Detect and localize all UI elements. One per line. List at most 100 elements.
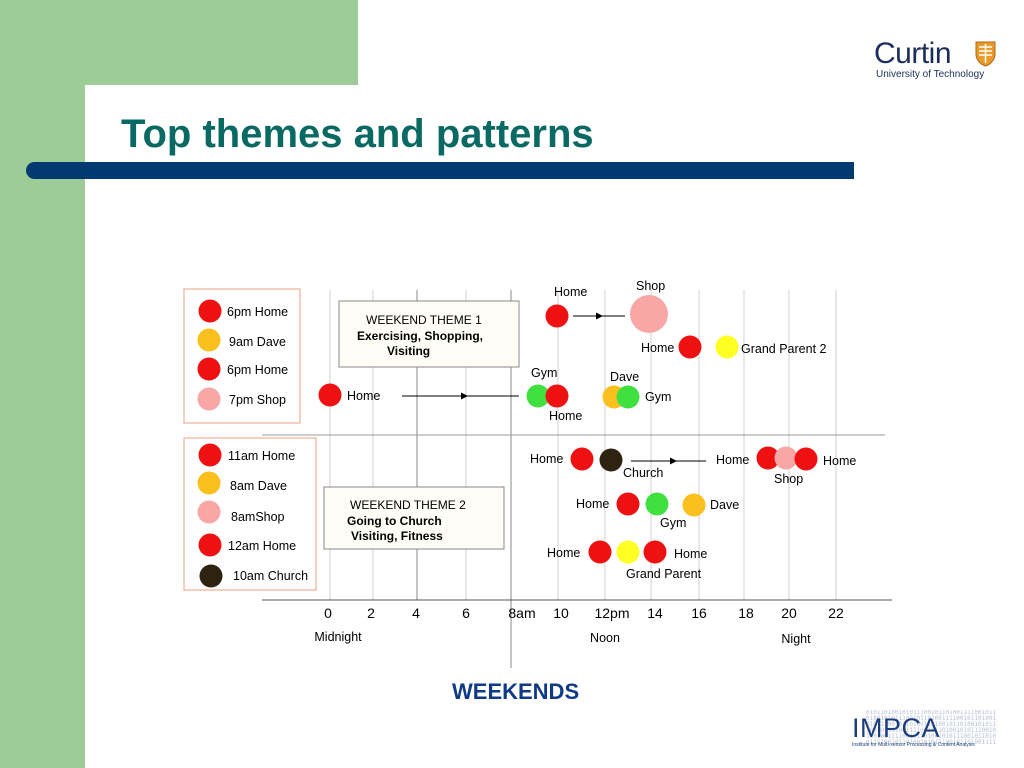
x-tick-label: 2 (367, 605, 375, 621)
theme-2-box: WEEKEND THEME 2 Going to Church Visiting… (323, 486, 505, 550)
event-marker (715, 335, 739, 359)
x-tick-label: 22 (828, 605, 844, 621)
impca-logo: 0101101001010111001011010011110010110100… (848, 710, 998, 754)
legend-item: 8am Dave (197, 471, 287, 495)
legend-marker (197, 328, 221, 352)
legend-label: 7pm Shop (229, 393, 286, 407)
x-tick-label: 4 (412, 605, 420, 621)
period-label-midnight: Midnight (314, 630, 362, 644)
event-marker (616, 540, 640, 564)
event-marker (526, 384, 550, 408)
event-marker (545, 304, 569, 328)
legend-label: 10am Church (233, 569, 308, 583)
event-label: Gym (660, 516, 686, 530)
legend-label: 11am Home (228, 449, 295, 463)
x-tick-label: 10 (553, 605, 569, 621)
period-label-night: Night (781, 632, 811, 646)
event-label: Home (547, 546, 580, 560)
event-label: Home (530, 452, 563, 466)
event-marker (588, 540, 612, 564)
legend-marker (198, 443, 222, 467)
event-marker (794, 447, 818, 471)
page-title: Top themes and patterns (121, 112, 594, 156)
event-label: Shop (636, 279, 665, 293)
event-marker (318, 383, 342, 407)
legend-marker (197, 500, 221, 524)
event-label: Home (823, 454, 856, 468)
x-tick-label: 12pm (594, 605, 629, 621)
curtin-logo-subtitle: University of Technology (876, 69, 985, 80)
event-label: Grand Parent (626, 567, 702, 581)
event-marker (599, 448, 623, 472)
legend-label: 6pm Home (227, 305, 288, 319)
content-card (85, 85, 1024, 768)
legend-marker (197, 471, 221, 495)
legend-marker (199, 564, 223, 588)
impca-logo-name: IMPCA (852, 713, 941, 743)
curtin-shield-icon (975, 41, 996, 67)
event-marker (616, 492, 640, 516)
impca-binary-pattern: 0101101001010111001011010011110010110100… (866, 710, 997, 744)
legend-label: 6pm Home (227, 363, 288, 377)
top-band (0, 0, 358, 85)
diagram-caption: WEEKENDS (452, 679, 580, 704)
curtin-logo-name: Curtin (874, 37, 952, 70)
event-marker (756, 446, 780, 470)
period-label-noon: Noon (590, 631, 620, 645)
legend-item: 11am Home (198, 443, 295, 467)
theme-2-line-1: Going to Church (347, 514, 442, 528)
event-label: Home (554, 285, 587, 299)
legend-marker (197, 387, 221, 411)
legend-item: 10am Church (199, 564, 308, 588)
event-label: Home (716, 453, 749, 467)
event-marker (645, 492, 669, 516)
curtin-logo: Curtin University of Technology (874, 38, 1004, 84)
event-marker (774, 446, 798, 470)
event-marker (545, 384, 569, 408)
theme-2-heading: WEEKEND THEME 2 (350, 498, 466, 512)
event-label: Home (674, 547, 707, 561)
legend-marker (198, 299, 222, 323)
legend-marker (197, 357, 221, 381)
legend-item: 6pm Home (198, 299, 288, 323)
x-tick-label: 18 (738, 605, 754, 621)
event-marker (570, 447, 594, 471)
legend-label: 9am Dave (229, 335, 286, 349)
event-label: Home (347, 389, 380, 403)
event-label: Gym (531, 366, 557, 380)
title-rule (26, 162, 854, 179)
event-marker (678, 335, 702, 359)
legend-label: 8amShop (231, 510, 285, 524)
event-label: Grand Parent 2 (741, 342, 827, 356)
event-label: Dave (710, 498, 739, 512)
event-label: Home (576, 497, 609, 511)
event-label: Church (623, 466, 663, 480)
theme-1-line-2: Visiting (387, 344, 430, 358)
event-marker (643, 540, 667, 564)
legend-item: 12am Home (198, 533, 296, 557)
legend-marker (198, 533, 222, 557)
event-label: Dave (610, 370, 639, 384)
theme-2-frame (323, 486, 505, 550)
legend-item: 6pm Home (197, 357, 288, 381)
event-label: Home (641, 341, 674, 355)
theme-1-line-1: Exercising, Shopping, (357, 329, 483, 343)
theme-1-box: WEEKEND THEME 1 Exercising, Shopping, Vi… (338, 300, 520, 368)
x-tick-label: 6 (462, 605, 470, 621)
x-tick-label: 14 (647, 605, 663, 621)
legend-label: 12am Home (228, 539, 296, 553)
legend-item: 8amShop (197, 500, 285, 524)
legend-label: 8am Dave (230, 479, 287, 493)
legend-item: 9am Dave (197, 328, 286, 352)
event-label: Gym (645, 390, 671, 404)
event-marker (682, 493, 706, 517)
legend-item: 7pm Shop (197, 387, 286, 411)
event-label: Home (549, 409, 582, 423)
event-label: Shop (774, 472, 803, 486)
event-marker (616, 385, 640, 409)
theme-1-frame (338, 300, 520, 368)
sidebar-band (0, 0, 85, 768)
x-tick-label: 16 (691, 605, 707, 621)
event-marker (630, 295, 668, 333)
